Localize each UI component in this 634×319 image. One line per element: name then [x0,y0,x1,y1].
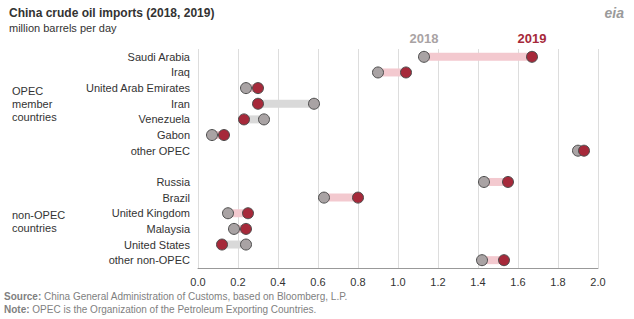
svg-text:United States: United States [124,239,191,251]
svg-text:2.0: 2.0 [590,276,605,288]
svg-text:million barrels per day: million barrels per day [9,22,117,34]
svg-text:member: member [12,98,55,110]
svg-text:0.0: 0.0 [190,276,205,288]
svg-text:countries: countries [12,222,57,234]
svg-text:0.8: 0.8 [350,276,365,288]
svg-text:OPEC is the Organization of th: OPEC is the Organization of the Petroleu… [30,304,317,315]
svg-text:2019: 2019 [518,31,547,46]
svg-text:1.6: 1.6 [510,276,525,288]
svg-text:United Kingdom: United Kingdom [112,207,190,219]
svg-text:countries: countries [12,111,57,123]
svg-text:Source:: Source: [4,291,41,302]
svg-text:non-OPEC: non-OPEC [12,209,68,221]
svg-text:Iraq: Iraq [171,66,190,78]
svg-text:Iran: Iran [171,98,190,110]
svg-text:Gabon: Gabon [157,129,190,141]
svg-text:1.2: 1.2 [430,276,445,288]
svg-text:0.4: 0.4 [270,276,285,288]
svg-text:eia: eia [605,5,625,21]
svg-text:1.4: 1.4 [470,276,485,288]
svg-text:2018: 2018 [410,31,439,46]
svg-text:Saudi Arabia: Saudi Arabia [128,51,191,63]
svg-text:Malaysia: Malaysia [147,223,191,235]
svg-text:China crude oil imports (2018,: China crude oil imports (2018, 2019) [9,6,214,20]
svg-text:0.2: 0.2 [230,276,245,288]
svg-text:1.8: 1.8 [550,276,565,288]
svg-text:United Arab Emirates: United Arab Emirates [86,82,190,94]
svg-text:0.6: 0.6 [310,276,325,288]
svg-text:other OPEC: other OPEC [131,145,190,157]
svg-text:China General Administration o: China General Administration of Customs,… [41,291,347,302]
svg-text:Note:: Note: [4,304,30,315]
svg-text:Venezuela: Venezuela [139,113,191,125]
svg-text:other non-OPEC: other non-OPEC [109,254,190,266]
svg-text:Russia: Russia [156,176,191,188]
svg-text:OPEC: OPEC [12,85,46,97]
svg-text:Brazil: Brazil [162,192,190,204]
svg-text:1.0: 1.0 [390,276,405,288]
